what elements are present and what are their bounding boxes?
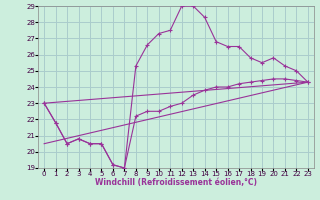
X-axis label: Windchill (Refroidissement éolien,°C): Windchill (Refroidissement éolien,°C) xyxy=(95,178,257,187)
